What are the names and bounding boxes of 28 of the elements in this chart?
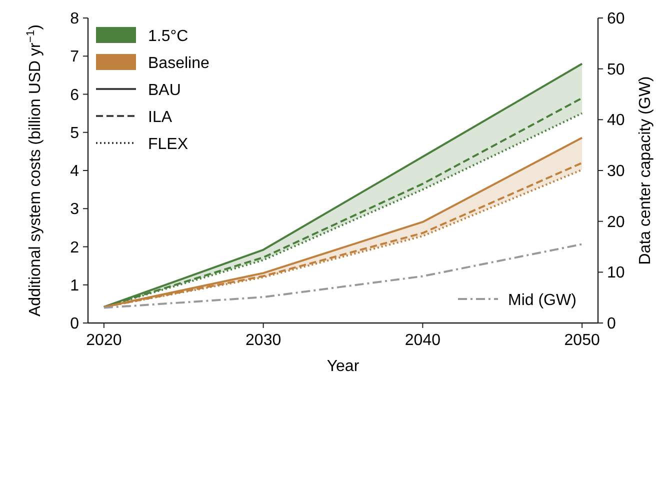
y2-axis-title: Data center capacity (GW) bbox=[637, 76, 654, 265]
x-tick-label: 2050 bbox=[564, 332, 600, 349]
y2-tick-label: 20 bbox=[607, 214, 625, 231]
y2-tick-label: 60 bbox=[607, 10, 625, 28]
legend-label: Mid (GW) bbox=[508, 292, 576, 309]
y-tick-label: 1 bbox=[70, 277, 80, 294]
y2-tick-label: 40 bbox=[607, 112, 625, 130]
annotation: ILA bbox=[148, 109, 172, 126]
y2-tick-label: 0 bbox=[607, 316, 616, 332]
y2-tick-label: 10 bbox=[607, 264, 625, 282]
y-tick-label: 7 bbox=[70, 48, 80, 66]
x-tick-label: 2020 bbox=[86, 332, 122, 349]
y-tick-label: 8 bbox=[70, 10, 80, 28]
y-tick-label: 3 bbox=[70, 201, 80, 218]
y2-tick-label: 50 bbox=[607, 61, 625, 78]
y-tick-label: 0 bbox=[70, 316, 80, 332]
annotation: BAU bbox=[148, 82, 181, 99]
legend-label: 1.5°C bbox=[148, 28, 188, 45]
x-tick-label: 2030 bbox=[246, 332, 282, 349]
y-tick-label: 6 bbox=[70, 86, 80, 104]
x-axis-title: Year bbox=[326, 358, 360, 375]
y-tick-label: 4 bbox=[70, 163, 80, 180]
y-tick-label: 2 bbox=[70, 239, 80, 256]
legend-label: Baseline bbox=[148, 55, 210, 72]
y2-tick-label: 30 bbox=[607, 163, 625, 180]
annotation: FLEX bbox=[148, 136, 188, 153]
y-tick-label: 5 bbox=[70, 124, 80, 142]
x-tick-label: 2040 bbox=[404, 332, 441, 349]
